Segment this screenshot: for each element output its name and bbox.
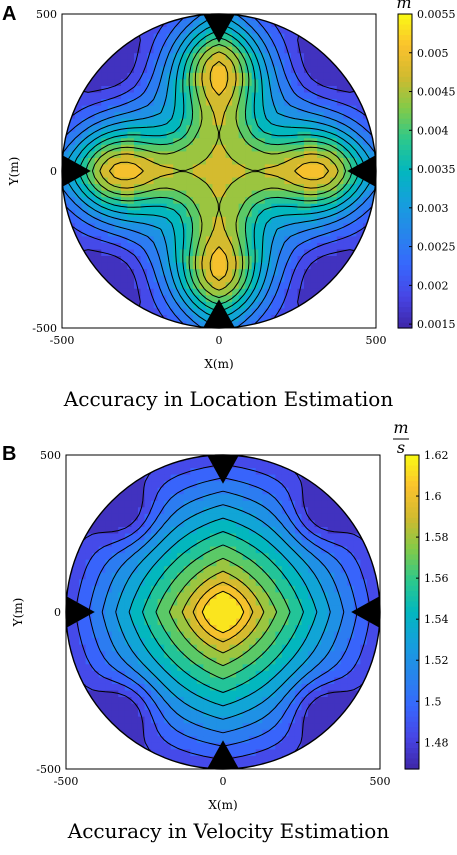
anchor-marker — [66, 596, 95, 628]
colorbar-tick-label: 0.005 — [417, 47, 449, 60]
x-tick-label: -500 — [50, 334, 75, 347]
x-tick-label: 0 — [220, 775, 227, 788]
x-tick-label: 0 — [216, 334, 223, 347]
anchor-marker — [62, 155, 91, 187]
y-tick-label: 0 — [54, 606, 61, 619]
colorbar-tick-label: 0.0015 — [417, 318, 456, 331]
colorbar-tick-label: 1.6 — [424, 490, 442, 503]
colorbar: 0.0055 0.005 0.0045 0.004 0.0035 0.003 0.0025 0… — [397, 8, 456, 331]
x-tick-label: -500 — [54, 775, 79, 788]
chart-title: Accuracy in Velocity Estimation — [67, 819, 390, 843]
x-axis-label: X(m) — [204, 357, 233, 371]
colorbar-tick-label: 1.62 — [424, 449, 449, 462]
y-tick-label: 500 — [36, 8, 57, 21]
colorbar-tick-label: 1.58 — [424, 531, 449, 544]
x-tick-label: 500 — [370, 775, 391, 788]
colorbar-tick-label: 1.52 — [424, 654, 449, 667]
chart-velocity-accuracy: B -500 0 500 500 0 -500 X(m) Y(m) 1.62 1.6 1.58 1.56… — [2, 418, 449, 812]
colorbar-tick-label: 0.0055 — [417, 8, 456, 21]
y-tick-label: 0 — [50, 165, 57, 178]
chart-title: Accuracy in Location Estimation — [63, 387, 394, 411]
colorbar-frame — [397, 13, 413, 329]
colorbar-tick-label: 1.5 — [424, 695, 442, 708]
panel-label: B — [2, 443, 16, 465]
y-axis-label: Y(m) — [7, 157, 21, 187]
colorbar-tick-label: 0.002 — [417, 279, 449, 292]
y-tick-label: -500 — [32, 322, 57, 335]
colorbar-tick-label: 0.0045 — [417, 86, 456, 99]
contour-field — [62, 14, 376, 328]
anchor-marker — [351, 596, 380, 628]
x-tick-label: 500 — [366, 334, 387, 347]
anchor-marker — [207, 740, 239, 769]
contour-field — [66, 455, 380, 769]
colorbar-frame — [404, 454, 420, 770]
colorbar-tick-label: 0.0035 — [417, 163, 456, 176]
anchor-marker — [203, 299, 235, 328]
y-tick-label: 500 — [40, 449, 61, 462]
colorbar-tick-label: 1.48 — [424, 736, 449, 749]
colorbar-tick-label: 1.56 — [424, 572, 449, 585]
panel-location: A -500 0 500 500 0 -500 X(m) Y(m) 0.0055 0.005 0.00… — [2, 0, 456, 411]
colorbar-tick-label: 1.54 — [424, 613, 449, 626]
anchor-marker — [203, 14, 235, 43]
y-tick-label: -500 — [36, 763, 61, 776]
x-axis-label: X(m) — [208, 798, 237, 812]
colorbar: 1.62 1.6 1.58 1.56 1.54 1.52 1.5 1.48 — [404, 449, 449, 770]
anchor-marker — [207, 455, 239, 484]
colorbar-unit-denominator: s — [397, 438, 405, 457]
colorbar-unit: m — [396, 0, 411, 12]
y-axis-label: Y(m) — [11, 598, 25, 628]
anchor-marker — [347, 155, 376, 187]
panel-velocity: B -500 0 500 500 0 -500 X(m) Y(m) 1.62 1.6 1.58 1.56… — [0, 418, 457, 855]
colorbar-tick-label: 0.004 — [417, 124, 449, 137]
panel-label: A — [2, 3, 16, 25]
chart-location-accuracy: A-500 0 5005000-500X(m)Y(m)0.00550.0050.00… — [2, 0, 456, 371]
colorbar-unit-numerator: m — [393, 418, 408, 437]
colorbar-tick-label: 0.0025 — [417, 241, 456, 254]
colorbar-tick-label: 0.003 — [417, 202, 449, 215]
